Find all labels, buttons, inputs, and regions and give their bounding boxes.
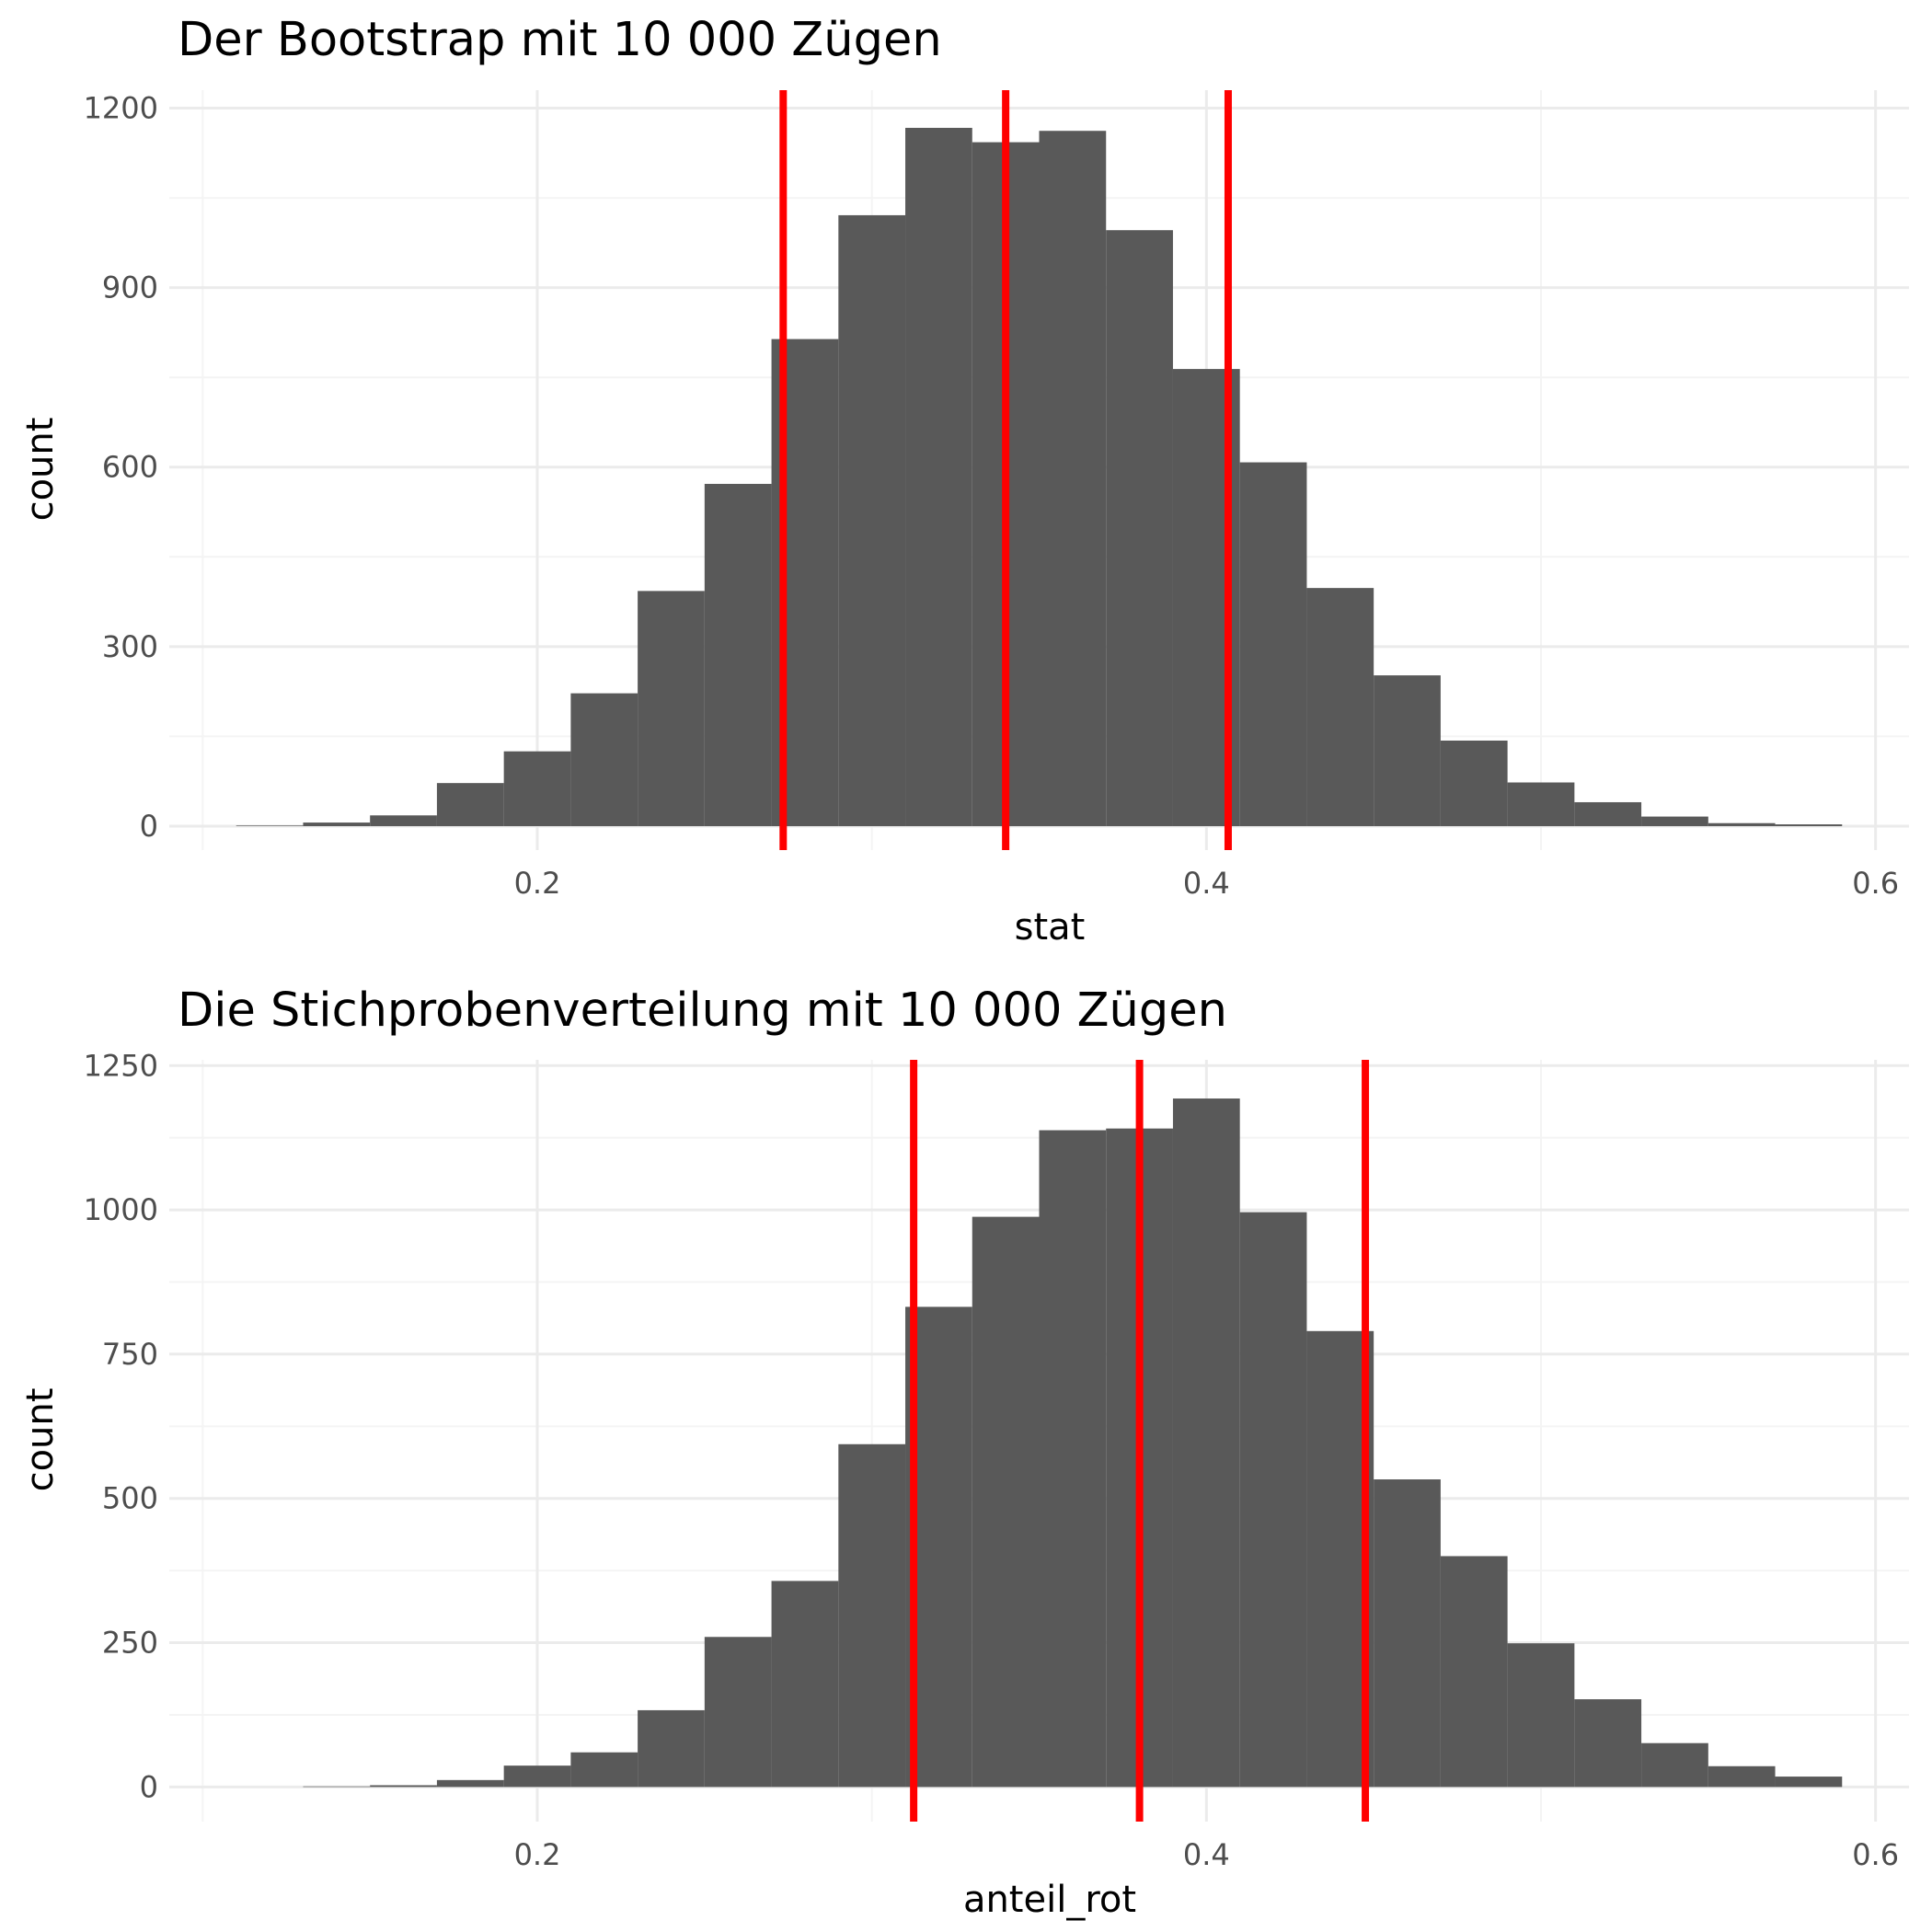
y-tick-label: 600: [102, 450, 158, 485]
histogram-bar: [370, 815, 437, 826]
x-axis-title: stat: [1015, 906, 1086, 949]
x-tick-label: 0.4: [1183, 866, 1230, 901]
histogram-bar: [1106, 230, 1173, 826]
y-tick-labels: 0 250 500 750 1000 1250: [84, 1048, 158, 1804]
histogram-bars: [236, 127, 1843, 826]
histogram-bar: [1507, 782, 1575, 826]
histogram-bar: [1775, 824, 1843, 826]
histogram-bar: [370, 1785, 437, 1788]
histogram-bar: [638, 1709, 705, 1788]
y-tick-label: 750: [102, 1337, 158, 1372]
histogram-bar: [436, 1779, 504, 1788]
histogram-bar: [838, 1443, 906, 1788]
histogram-bars: [303, 1098, 1843, 1788]
y-tick-label: 0: [140, 809, 158, 844]
x-tick-label: 0.2: [514, 1837, 561, 1872]
y-tick-label: 1000: [84, 1192, 158, 1227]
histogram-bar: [905, 127, 972, 826]
histogram-bar: [838, 214, 906, 826]
ci-lines: [779, 90, 1232, 850]
histogram-bar: [638, 591, 705, 826]
y-tick-label: 500: [102, 1481, 158, 1516]
histogram-bar: [303, 1786, 371, 1788]
y-axis-title: count: [19, 1388, 62, 1492]
histogram-bar: [1440, 1556, 1508, 1788]
histogram-bar: [1574, 1699, 1642, 1788]
histogram-bar: [1507, 1643, 1575, 1788]
y-tick-label: 900: [102, 270, 158, 305]
histogram-bar: [436, 783, 504, 826]
histogram-bar: [972, 1216, 1040, 1788]
histogram-bar: [1775, 1777, 1843, 1788]
x-axis-title: anteil_rot: [963, 1879, 1136, 1921]
histogram-bar: [570, 1752, 638, 1788]
x-tick-label: 0.4: [1183, 1837, 1230, 1872]
y-tick-labels: 0 300 600 900 1200: [84, 91, 158, 844]
histogram-bar: [1574, 801, 1642, 826]
histogram-bar: [1641, 1742, 1708, 1788]
panel-sampling-distribution: Die Stichprobenverteilung mit 10 000 Züg…: [19, 983, 1909, 1921]
histogram-bar: [1172, 1098, 1240, 1788]
ci-lines: [910, 1060, 1370, 1822]
histogram-bar: [1374, 1479, 1441, 1788]
histogram-bar: [1239, 462, 1307, 826]
panel-bootstrap: Der Bootstrap mit 10 000 Zügen stat coun…: [19, 13, 1909, 949]
panel-title: Der Bootstrap mit 10 000 Zügen: [178, 13, 942, 67]
histogram-bar: [236, 825, 304, 826]
y-tick-label: 300: [102, 629, 158, 664]
x-tick-label: 0.6: [1852, 1837, 1899, 1872]
histogram-bar: [1708, 1765, 1776, 1788]
y-tick-label: 0: [140, 1769, 158, 1804]
histogram-bar: [1039, 131, 1107, 826]
panel-title: Die Stichprobenverteilung mit 10 000 Züg…: [178, 983, 1227, 1038]
x-tick-label: 0.2: [514, 866, 561, 901]
histogram-bar: [1306, 588, 1374, 826]
histogram-bar: [570, 693, 638, 826]
histogram-bar: [1708, 822, 1776, 826]
histogram-bar: [771, 1581, 839, 1788]
histogram-bar: [303, 822, 371, 826]
histogram-bar: [1440, 740, 1508, 826]
y-axis-title: count: [19, 418, 62, 522]
y-tick-label: 1200: [84, 91, 158, 126]
x-tick-label: 0.6: [1852, 866, 1899, 901]
histogram-bar: [1374, 675, 1441, 826]
y-tick-label: 250: [102, 1626, 158, 1661]
histogram-bar: [704, 1637, 772, 1788]
histogram-bar: [1641, 816, 1708, 826]
histogram-bar: [1239, 1212, 1307, 1788]
histogram-bar: [704, 483, 772, 826]
histogram-bar: [503, 751, 571, 826]
x-tick-labels: 0.2 0.4 0.6: [514, 1837, 1900, 1872]
y-tick-label: 1250: [84, 1048, 158, 1083]
x-tick-labels: 0.2 0.4 0.6: [514, 866, 1900, 901]
histogram-bar: [1039, 1130, 1107, 1788]
histogram-bar: [503, 1765, 571, 1788]
